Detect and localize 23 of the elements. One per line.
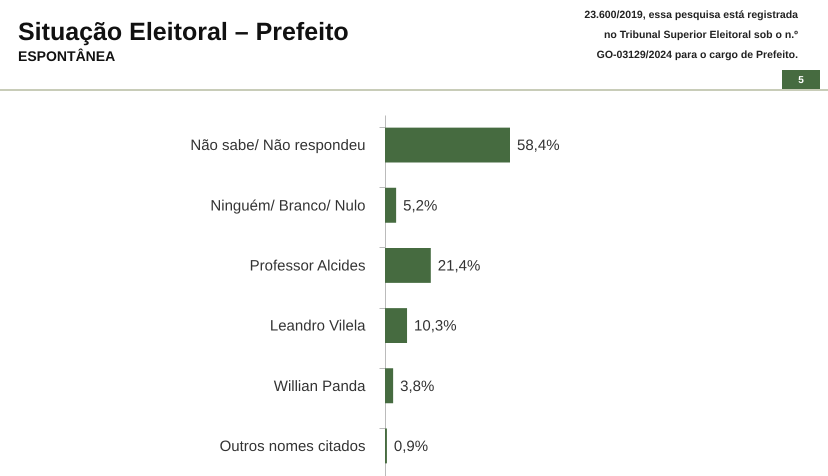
y-tick-label: Willian Panda bbox=[274, 378, 366, 395]
bar bbox=[385, 188, 396, 223]
data-label: 5,2% bbox=[403, 197, 438, 214]
y-tick-label: Não sabe/ Não respondeu bbox=[190, 137, 366, 154]
data-label: 0,9% bbox=[394, 438, 428, 455]
bar bbox=[385, 308, 408, 344]
text: 5 bbox=[798, 75, 804, 86]
data-label: 58,4% bbox=[517, 137, 560, 154]
y-tick-label: Professor Alcides bbox=[250, 257, 366, 274]
text: 23.600/2019, essa pesquisa está registrada bbox=[584, 9, 798, 21]
y-tick-label: Ninguém/ Branco/ Nulo bbox=[210, 197, 366, 214]
y-tick-label: Outros nomes citados bbox=[220, 438, 366, 455]
data-label: 10,3% bbox=[414, 318, 457, 335]
bar bbox=[385, 248, 431, 283]
text: ESPONTÂNEA bbox=[18, 48, 116, 64]
data-label: 3,8% bbox=[400, 378, 434, 395]
bar bbox=[385, 368, 394, 404]
text: GO-03129/2024 para o cargo de Prefeito. bbox=[596, 49, 798, 61]
bar bbox=[385, 128, 510, 163]
text: Situação Eleitoral – Prefeito bbox=[18, 18, 349, 46]
text: no Tribunal Superior Eleitoral sob o n.º bbox=[604, 29, 798, 41]
data-label: 21,4% bbox=[438, 257, 480, 274]
y-tick-label: Leandro Vilela bbox=[270, 318, 366, 335]
